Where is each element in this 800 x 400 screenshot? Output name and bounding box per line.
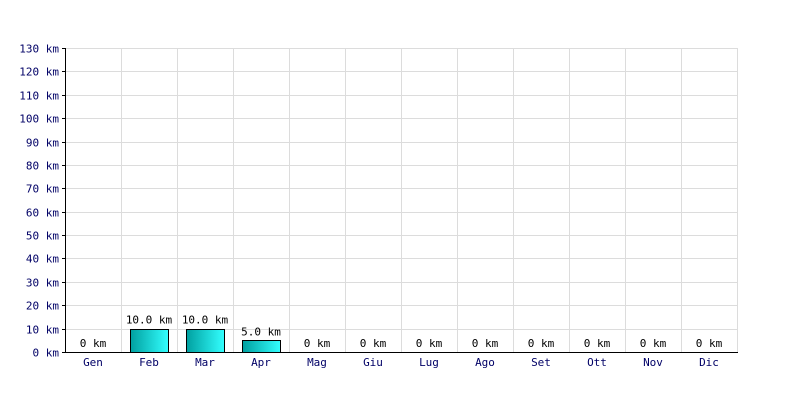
y-tick-label: 90 km <box>26 137 59 150</box>
x-tick-label-giu: Giu <box>363 356 383 369</box>
data-label-dic: 0 km <box>696 337 723 350</box>
data-label-apr: 5.0 km <box>241 325 281 338</box>
data-label-mag: 0 km <box>304 337 331 350</box>
y-tick-label: 100 km <box>19 113 59 126</box>
y-tick-label: 10 km <box>26 324 59 337</box>
x-tick-label-apr: Apr <box>251 356 271 369</box>
y-tick-label: 110 km <box>19 90 59 103</box>
y-tick-label: 60 km <box>26 207 59 220</box>
y-tick-label: 0 km <box>33 347 60 360</box>
data-label-mar: 10.0 km <box>182 314 229 327</box>
x-tick-label-mag: Mag <box>307 356 327 369</box>
x-tick-label-ago: Ago <box>475 356 495 369</box>
y-tick-label: 50 km <box>26 230 59 243</box>
x-tick-label-nov: Nov <box>643 356 663 369</box>
y-tick-label: 130 km <box>19 43 59 56</box>
data-label-feb: 10.0 km <box>126 314 173 327</box>
x-tick-label-lug: Lug <box>419 356 439 369</box>
y-tick-label: 40 km <box>26 253 59 266</box>
x-tick-label-ott: Ott <box>587 356 607 369</box>
grid <box>65 48 738 352</box>
data-label-gen: 0 km <box>80 337 107 350</box>
data-label-nov: 0 km <box>640 337 667 350</box>
x-tick-label-dic: Dic <box>699 356 719 369</box>
x-tick-label-feb: Feb <box>139 356 159 369</box>
bar-mar <box>186 329 225 353</box>
data-label-lug: 0 km <box>416 337 443 350</box>
data-label-ott: 0 km <box>584 337 611 350</box>
x-tick-label-gen: Gen <box>83 356 103 369</box>
data-label-ago: 0 km <box>472 337 499 350</box>
bar-feb <box>130 329 169 353</box>
x-tick-label-mar: Mar <box>195 356 215 369</box>
data-label-giu: 0 km <box>360 337 387 350</box>
bars <box>130 329 281 353</box>
y-tick-label: 30 km <box>26 277 59 290</box>
y-tick-label: 120 km <box>19 66 59 79</box>
labels: 0 km 10 km 20 km 30 km 40 km 50 km 60 km 70 km 8… <box>19 43 722 370</box>
y-tick-label: 80 km <box>26 160 59 173</box>
data-label-set: 0 km <box>528 337 555 350</box>
y-tick-label: 70 km <box>26 183 59 196</box>
axes <box>62 48 738 353</box>
y-tick-label: 20 km <box>26 300 59 313</box>
bar-apr <box>242 340 281 353</box>
x-tick-label-set: Set <box>531 356 551 369</box>
